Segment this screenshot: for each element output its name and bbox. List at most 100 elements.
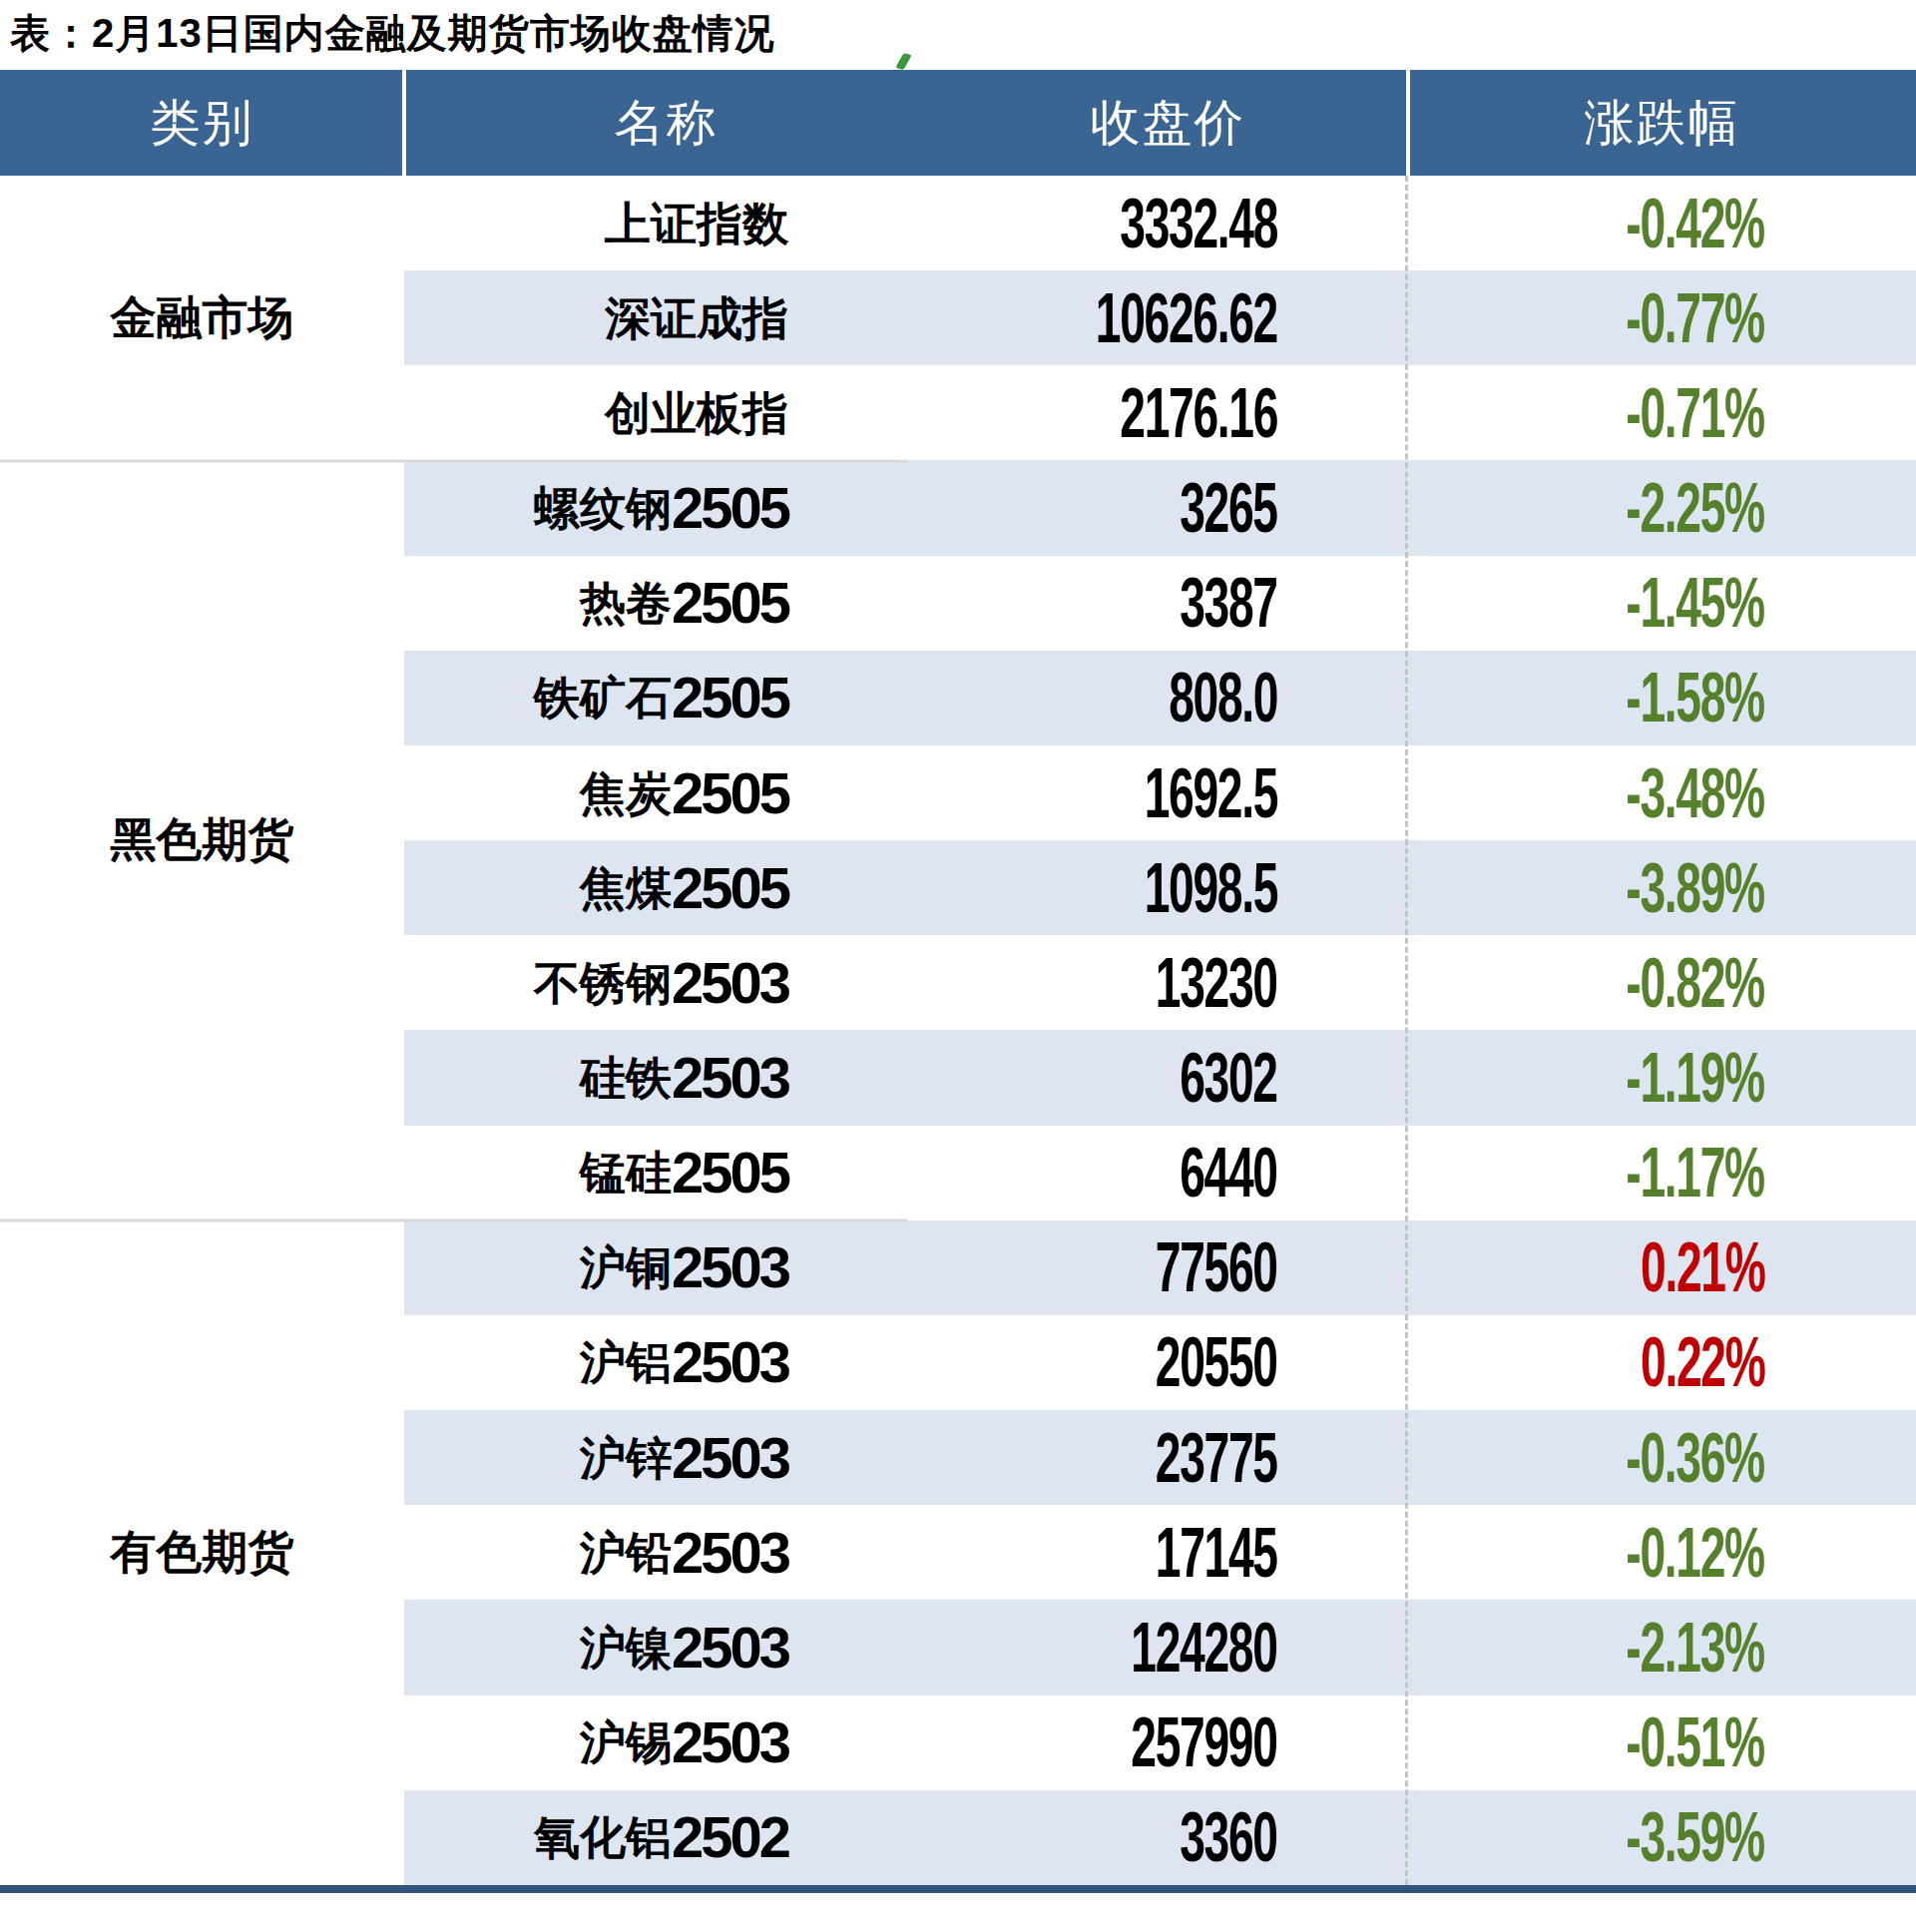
instrument-name: 焦炭2505 bbox=[404, 745, 928, 840]
close-price-cell: 6302 bbox=[928, 1030, 1408, 1125]
row-strip: 铁矿石2505 808.0 -1.58% bbox=[404, 651, 1916, 745]
change-pct-value: -2.25% bbox=[1627, 473, 1764, 543]
contract-code: 2502 bbox=[672, 1808, 788, 1866]
table-row: 沪锡2503257990-0.51% bbox=[0, 1695, 1916, 1790]
change-pct-cell: -0.12% bbox=[1408, 1505, 1916, 1600]
contract-code: 2503 bbox=[672, 1429, 788, 1487]
close-price-value: 257990 bbox=[1132, 1707, 1277, 1777]
instrument-name: 沪锡2503 bbox=[404, 1695, 928, 1790]
close-price-cell: 23775 bbox=[928, 1410, 1408, 1505]
category-column-spacer bbox=[0, 556, 404, 651]
change-pct-value: -1.58% bbox=[1627, 663, 1764, 732]
close-price-value: 3332.48 bbox=[1120, 189, 1277, 258]
contract-code: 2503 bbox=[672, 1524, 788, 1582]
row-strip: 硅铁25036302-1.19% bbox=[404, 1030, 1916, 1125]
contract-code: 2505 bbox=[672, 574, 788, 632]
close-price-value: 3265 bbox=[1180, 473, 1277, 543]
header-divider bbox=[1406, 70, 1410, 176]
contract-code: 2503 bbox=[672, 1333, 788, 1391]
close-price-cell: 3387 bbox=[928, 556, 1408, 651]
row-strip: 沪锌250323775-0.36% bbox=[404, 1410, 1916, 1505]
close-price-value: 6302 bbox=[1180, 1043, 1277, 1113]
table-row: 锰硅25056440-1.17% bbox=[0, 1126, 1916, 1220]
close-price-value: 17145 bbox=[1156, 1518, 1277, 1588]
change-pct-value: -3.48% bbox=[1627, 758, 1764, 828]
row-strip: 氧化铝25023360-3.59% bbox=[404, 1790, 1916, 1885]
instrument-name: 氧化铝2502 bbox=[404, 1790, 928, 1885]
close-price-cell: 2176.16 bbox=[928, 365, 1408, 460]
change-pct-value: -0.42% bbox=[1627, 189, 1764, 258]
instrument-name: 沪铝2503 bbox=[404, 1315, 928, 1410]
change-pct-value: -0.36% bbox=[1627, 1423, 1764, 1493]
group-separator-line bbox=[0, 1218, 907, 1221]
table-row: 氧化铝25023360-3.59% bbox=[0, 1790, 1916, 1885]
close-price-value: 10626.62 bbox=[1096, 283, 1277, 353]
instrument-name: 沪镍2503 bbox=[404, 1600, 928, 1694]
table-row: 螺纹钢2505 3265 -2.25% bbox=[0, 460, 1916, 555]
table-row: 热卷2505 3387 -1.45% bbox=[0, 556, 1916, 651]
instrument-name: 铁矿石2505 bbox=[404, 651, 928, 745]
instrument-name: 上证指数 bbox=[404, 176, 928, 270]
category-column-spacer bbox=[0, 1695, 404, 1790]
change-pct-cell: -3.48% bbox=[1408, 745, 1916, 840]
contract-code: 2503 bbox=[672, 954, 788, 1012]
change-pct-cell: 0.21% bbox=[1408, 1220, 1916, 1315]
instrument-name: 深证成指 bbox=[404, 270, 928, 365]
contract-code: 2503 bbox=[672, 1238, 788, 1296]
close-price-cell: 257990 bbox=[928, 1695, 1408, 1790]
close-price-value: 3387 bbox=[1180, 568, 1277, 638]
category-column-spacer bbox=[0, 1790, 404, 1885]
close-price-cell: 3332.48 bbox=[928, 176, 1408, 270]
header-category: 类别 bbox=[0, 70, 404, 176]
contract-code: 2503 bbox=[672, 1049, 788, 1107]
row-strip: 深证成指 10626.62 -0.77% bbox=[404, 270, 1916, 365]
table-row: 上证指数 3332.48 -0.42% bbox=[0, 176, 1916, 270]
table-row: 沪锌250323775-0.36% bbox=[0, 1410, 1916, 1505]
header-change-pct: 涨跌幅 bbox=[1408, 70, 1916, 176]
row-strip: 创业板指2176.16-0.71% bbox=[404, 365, 1916, 460]
change-pct-cell: -0.82% bbox=[1408, 935, 1916, 1030]
close-price-cell: 77560 bbox=[928, 1220, 1408, 1315]
table-row: 沪铜2503775600.21% bbox=[0, 1220, 1916, 1315]
contract-code: 2505 bbox=[672, 669, 788, 726]
close-price-value: 77560 bbox=[1156, 1232, 1277, 1302]
table-row: 创业板指2176.16-0.71% bbox=[0, 365, 1916, 460]
category-column-spacer bbox=[0, 1315, 404, 1410]
close-price-cell: 10626.62 bbox=[928, 270, 1408, 365]
header-divider bbox=[402, 70, 406, 176]
row-strip: 上证指数 3332.48 -0.42% bbox=[404, 176, 1916, 270]
close-price-value: 23775 bbox=[1156, 1423, 1277, 1493]
change-pct-value: -1.19% bbox=[1627, 1043, 1764, 1113]
contract-code: 2505 bbox=[672, 479, 788, 537]
change-pct-value: -3.89% bbox=[1627, 853, 1764, 923]
change-pct-cell: -3.59% bbox=[1408, 1790, 1916, 1885]
close-price-cell: 13230 bbox=[928, 935, 1408, 1030]
row-strip: 螺纹钢2505 3265 -2.25% bbox=[404, 460, 1916, 555]
instrument-name: 热卷2505 bbox=[404, 556, 928, 651]
close-price-value: 124280 bbox=[1132, 1613, 1277, 1683]
change-pct-cell: -0.42% bbox=[1408, 176, 1916, 270]
row-strip: 沪铝2503 20550 0.22% bbox=[404, 1315, 1916, 1410]
change-pct-cell: -0.71% bbox=[1408, 365, 1916, 460]
category-column-spacer bbox=[0, 935, 404, 1030]
row-strip: 锰硅25056440-1.17% bbox=[404, 1126, 1916, 1220]
change-pct-cell: -2.13% bbox=[1408, 1600, 1916, 1694]
instrument-name: 螺纹钢2505 bbox=[404, 460, 928, 555]
close-price-value: 20550 bbox=[1156, 1327, 1277, 1397]
category-column-spacer bbox=[0, 460, 404, 555]
change-pct-cell: -1.17% bbox=[1408, 1126, 1916, 1220]
header-close-price: 收盘价 bbox=[928, 70, 1408, 176]
close-price-value: 808.0 bbox=[1169, 663, 1277, 732]
category-column-spacer bbox=[0, 1126, 404, 1220]
change-pct-cell: -1.45% bbox=[1408, 556, 1916, 651]
change-pct-value: -1.45% bbox=[1627, 568, 1764, 638]
change-pct-value: 0.22% bbox=[1641, 1327, 1764, 1397]
table-title: 表：2月13日国内金融及期货市场收盘情况 bbox=[10, 6, 775, 61]
instrument-name: 锰硅2505 bbox=[404, 1126, 928, 1220]
contract-code: 2503 bbox=[672, 1713, 788, 1771]
row-strip: 不锈钢250313230-0.82% bbox=[404, 935, 1916, 1030]
change-pct-value: -0.77% bbox=[1627, 283, 1764, 353]
group-separator-line bbox=[0, 459, 907, 462]
change-pct-cell: -2.25% bbox=[1408, 460, 1916, 555]
change-pct-value: 0.21% bbox=[1641, 1232, 1764, 1302]
